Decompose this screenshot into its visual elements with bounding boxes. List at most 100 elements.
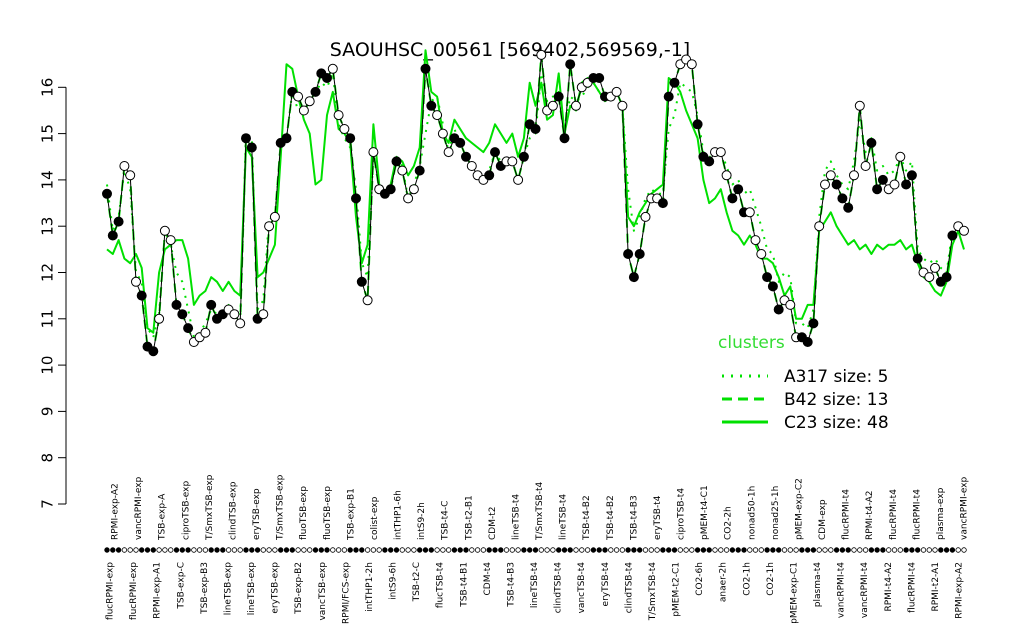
data-point-90: [623, 249, 634, 259]
data-point-146: [947, 230, 958, 241]
rug-marker-56: [428, 547, 434, 553]
data-point-29: [269, 211, 280, 222]
data-point-109: [733, 184, 744, 195]
rug-marker-45: [364, 547, 371, 553]
rug-marker-77: [550, 547, 556, 553]
condition-label-top-24: ciproTSB-t4: [677, 488, 687, 540]
condition-label-top-6: eryTSB-exp: [252, 488, 262, 540]
condition-label-bottom-9: vancTSB-exp: [318, 562, 328, 621]
condition-label-bottom-26: anaer-2h: [719, 562, 729, 602]
data-point-41: [339, 124, 350, 134]
rug-marker-103: [700, 547, 707, 553]
rug-marker-87: [608, 547, 614, 553]
condition-label-bottom-17: TSB-t4-B3: [506, 562, 516, 608]
data-point-36: [310, 86, 321, 97]
rug-marker-48: [382, 547, 388, 553]
data-point-10: [159, 225, 170, 236]
rug-marker-61: [457, 547, 463, 553]
rug-marker-144: [938, 547, 944, 553]
data-point-71: [513, 174, 524, 185]
data-point-50: [391, 156, 402, 167]
data-point-8: [148, 346, 159, 357]
y-tick-label-15: 15: [39, 124, 57, 143]
rug-marker-39: [330, 547, 336, 553]
rug-marker-134: [880, 547, 886, 553]
rug-marker-90: [625, 547, 631, 553]
rug-marker-112: [752, 547, 759, 553]
condition-label-bottom-1: flucRPMI-exp: [129, 562, 139, 620]
rug-marker-75: [538, 547, 544, 553]
rug-marker-57: [434, 547, 440, 553]
rug-marker-31: [283, 547, 290, 553]
rug-marker-126: [833, 547, 840, 553]
rug-marker-62: [463, 547, 469, 553]
rug-marker-33: [295, 547, 301, 553]
condition-label-bottom-10: RPMI/FCS-exp: [341, 562, 351, 624]
rug-marker-97: [666, 547, 672, 553]
condition-label-top-29: pMEM-exp-C2: [794, 478, 804, 540]
rug-marker-46: [370, 547, 377, 553]
data-point-139: [906, 170, 917, 181]
data-point-137: [895, 151, 906, 162]
data-point-126: [831, 179, 842, 190]
rug-marker-118: [787, 547, 793, 553]
rug-marker-54: [417, 547, 423, 553]
data-point-27: [258, 309, 269, 320]
rug-marker-16: [196, 547, 203, 553]
condition-label-bottom-33: RPMI-t4-A2: [884, 562, 894, 612]
series-line-0: [106, 72, 965, 339]
data-point-104: [704, 156, 715, 167]
condition-label-top-2: TSB-exp-A: [158, 493, 168, 541]
y-tick-label-9: 9: [39, 407, 57, 417]
rug-marker-108: [729, 547, 736, 553]
rug-marker-17: [202, 547, 209, 553]
rug-marker-127: [839, 547, 846, 553]
rug-marker-78: [556, 547, 562, 553]
condition-label-bottom-35: RPMI-t2-A1: [931, 562, 941, 612]
data-point-4: [125, 170, 136, 181]
rug-marker-11: [167, 547, 174, 553]
rug-marker-88: [613, 547, 620, 553]
condition-label-top-18: T/SmxTSB-t4: [535, 482, 545, 541]
legend-label-c23: C23 size: 48: [784, 413, 889, 433]
rug-marker-30: [278, 547, 284, 553]
data-point-107: [721, 170, 732, 181]
data-point-121: [802, 337, 813, 347]
rug-marker-69: [503, 547, 510, 553]
condition-rug: [104, 547, 967, 553]
data-point-53: [408, 184, 419, 195]
rug-marker-142: [926, 547, 932, 553]
y-tick-label-12: 12: [39, 263, 57, 282]
data-point-136: [889, 179, 900, 190]
data-point-131: [860, 161, 871, 171]
condition-label-top-9: fluoTSB-exp: [323, 486, 333, 540]
data-point-23: [235, 318, 246, 329]
rug-marker-141: [920, 547, 927, 553]
data-point-81: [571, 100, 581, 111]
condition-label-top-36: vancRPMI-exp: [960, 476, 970, 540]
rug-marker-63: [469, 547, 475, 553]
rug-marker-98: [671, 547, 678, 553]
rug-marker-100: [683, 547, 689, 553]
series-line-2: [106, 49, 965, 334]
data-point-28: [264, 221, 275, 232]
rug-marker-52: [405, 547, 411, 553]
data-point-49: [385, 184, 396, 195]
data-point-148: [959, 225, 969, 236]
data-point-89: [617, 100, 628, 111]
data-point-143: [930, 262, 940, 273]
legend-title: clusters: [718, 333, 785, 353]
data-point-123: [814, 221, 825, 232]
data-point-43: [351, 193, 361, 204]
rug-marker-95: [654, 547, 660, 553]
data-point-124: [820, 179, 830, 190]
data-point-70: [507, 156, 518, 167]
condition-label-bottom-36: RPMI-exp-A2: [955, 562, 965, 619]
data-point-56: [426, 100, 437, 111]
data-point-31: [281, 133, 292, 144]
rug-marker-74: [532, 547, 539, 553]
rug-marker-24: [243, 547, 249, 553]
data-point-101: [686, 59, 697, 70]
data-point-46: [368, 147, 379, 158]
rug-marker-132: [868, 547, 875, 553]
